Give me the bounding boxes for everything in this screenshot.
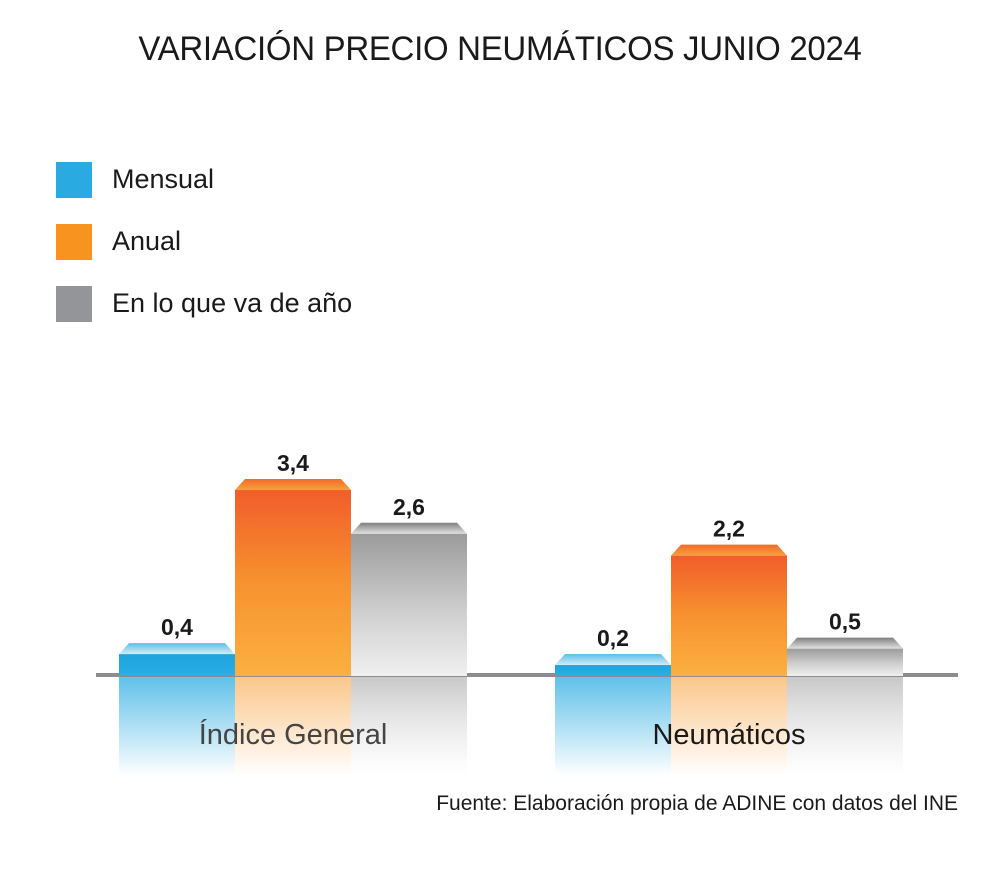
bar-top-bevel xyxy=(787,637,903,649)
bar-value-label: 0,4 xyxy=(161,614,193,640)
legend-swatch-mensual xyxy=(56,162,92,198)
category-labels: Índice General Neumáticos xyxy=(199,718,806,751)
bar-1-2 xyxy=(787,648,903,676)
bar-0-0 xyxy=(119,654,235,676)
bar-value-label: 2,2 xyxy=(713,516,745,542)
legend-label: Anual xyxy=(112,226,182,256)
bars: 0,4 3,4 2,6 0,2 2,2 0,5 xyxy=(119,450,903,676)
legend-swatch-anual xyxy=(56,224,92,260)
bar-top-bevel xyxy=(351,522,467,534)
bar-value-label: 0,5 xyxy=(829,609,861,635)
bar-value-label: 0,2 xyxy=(597,625,629,651)
category-label: Índice General xyxy=(199,718,388,751)
bar-reflection xyxy=(787,676,903,776)
bar-1-0 xyxy=(555,665,671,676)
bar-1-1 xyxy=(671,555,787,676)
bar-reflections xyxy=(119,676,903,776)
bar-top-bevel xyxy=(235,479,351,491)
bar-reflection xyxy=(555,676,671,776)
bar-value-label: 3,4 xyxy=(277,450,309,476)
bar-0-2 xyxy=(351,533,467,676)
legend-label: En lo que va de año xyxy=(112,288,353,318)
bar-reflection xyxy=(235,676,351,776)
category-label: Neumáticos xyxy=(652,719,805,751)
bar-reflection xyxy=(119,676,235,776)
source-note: Fuente: Elaboración propia de ADINE con … xyxy=(436,792,958,815)
chart-title: VARIACIÓN PRECIO NEUMÁTICOS JUNIO 2024 xyxy=(138,30,862,68)
bar-reflection xyxy=(351,676,467,776)
legend-swatch-ytd xyxy=(56,286,92,322)
legend-label: Mensual xyxy=(112,164,215,194)
bar-value-label: 2,6 xyxy=(393,494,425,520)
bar-top-bevel xyxy=(671,544,787,556)
bar-reflection xyxy=(671,676,787,776)
bar-top-bevel xyxy=(119,643,235,655)
bar-0-1 xyxy=(235,490,351,676)
bar-top-bevel xyxy=(555,654,671,666)
